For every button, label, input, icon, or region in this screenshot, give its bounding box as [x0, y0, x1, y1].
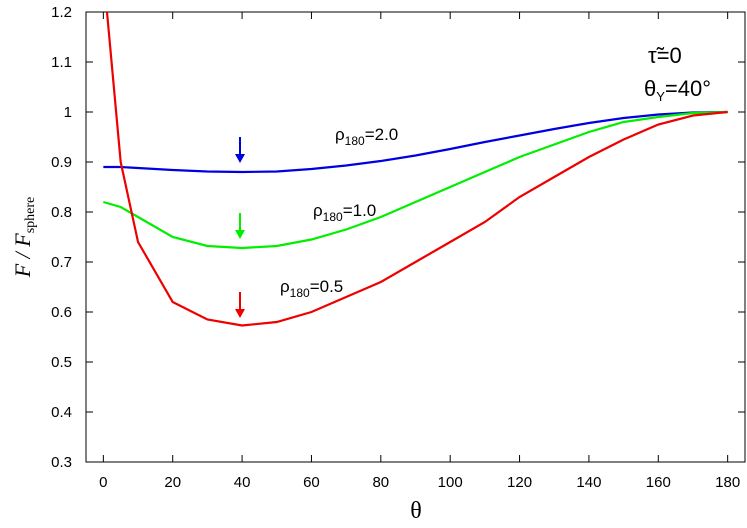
- y-tick-label: 0.5: [51, 354, 72, 371]
- plot-frame: [85, 11, 746, 463]
- label-tail: =2.0: [365, 125, 399, 144]
- label-sub: 180: [290, 286, 310, 300]
- series-line: [103, 110, 728, 250]
- y-tick-label: 1: [64, 104, 72, 121]
- label-main: ρ: [280, 277, 290, 296]
- x-tick-label: 140: [576, 474, 601, 491]
- series-label: ρ180=1.0: [313, 201, 376, 224]
- x-tick-label: 160: [646, 474, 671, 491]
- y-tick-label: 1.1: [51, 54, 72, 71]
- label-main: ρ: [335, 125, 345, 144]
- annotation: τ̃=0: [648, 43, 682, 68]
- y-label-sub: sphere: [23, 197, 38, 234]
- y-tick-label: 0.3: [51, 454, 72, 471]
- x-tick-label: 180: [715, 474, 740, 491]
- arrow-head: [235, 154, 245, 163]
- x-tick-label: 100: [438, 474, 463, 491]
- series-label: ρ180=2.0: [335, 125, 398, 148]
- x-tick-label: 40: [234, 474, 251, 491]
- series-line: [103, 110, 728, 174]
- annotation-sub: Y: [656, 89, 665, 104]
- y-tick-label: 0.8: [51, 204, 72, 221]
- arrow-head: [235, 230, 245, 239]
- y-axis-label: F / Fsphere: [10, 197, 38, 279]
- annotation: θY=40°: [644, 76, 711, 104]
- label-tail: =0.5: [310, 277, 344, 296]
- y-tick-label: 0.6: [51, 304, 72, 321]
- x-tick-label: 20: [164, 474, 181, 491]
- arrows: [235, 137, 245, 318]
- y-tick-label: 0.9: [51, 154, 72, 171]
- x-tick-label: 60: [303, 474, 320, 491]
- x-tick-label: 80: [372, 474, 389, 491]
- y-label-main: F / F: [10, 233, 35, 279]
- label-sub: 180: [345, 134, 365, 148]
- label-tail: =1.0: [343, 201, 377, 220]
- annotation-main: θ: [644, 76, 656, 101]
- x-axis-label: θ: [410, 498, 422, 524]
- label-sub: 180: [323, 210, 343, 224]
- arrow-head: [235, 309, 245, 318]
- annotation-tail: =40°: [665, 76, 711, 101]
- series-label: ρ180=0.5: [280, 277, 343, 300]
- x-tick-label: 0: [99, 474, 107, 491]
- series-line: [105, 12, 728, 327]
- y-tick-label: 0.4: [51, 404, 72, 421]
- y-tick-label: 1.2: [51, 4, 72, 21]
- x-tick-label: 120: [507, 474, 532, 491]
- label-main: ρ: [313, 201, 323, 220]
- y-tick-label: 0.7: [51, 254, 72, 271]
